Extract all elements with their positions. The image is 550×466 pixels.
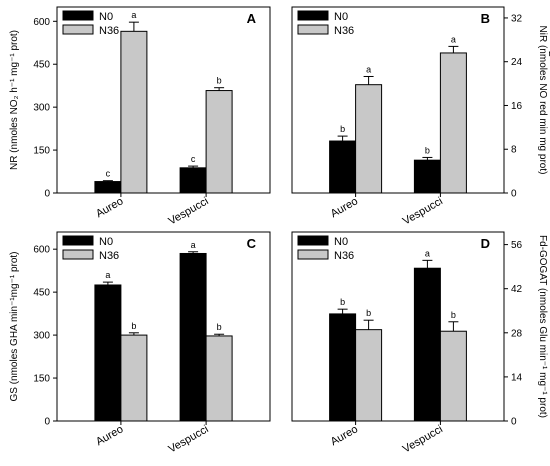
significance-letter: a [105, 270, 110, 280]
plot-frame [291, 6, 505, 194]
x-tick-label: Aureo [94, 423, 125, 448]
y-tick-label: 42 [511, 284, 523, 295]
y-axis-label: NR (nmoles NO₂ h⁻¹ mg⁻¹ prot) [9, 30, 20, 170]
y-axis-label: Fd-GOGAT (nmoles Glu min⁻¹ mg⁻¹ prot) [537, 235, 548, 418]
bar-n0-aureo [329, 313, 357, 422]
significance-letter: b [131, 321, 136, 331]
y-tick-label: 0 [511, 417, 517, 428]
y-tick-label: 600 [33, 17, 50, 28]
significance-letter: b [451, 310, 456, 320]
legend-swatch-n36 [62, 249, 94, 260]
y-tick-label: 150 [33, 374, 50, 385]
panel-b: 0 8 16 24 32 NiR (nmoles NO red min mg prot)2… [291, 6, 550, 228]
significance-letter: b [425, 145, 430, 155]
bar-n0-vespucci [413, 267, 441, 422]
y-tick-label: 24 [511, 57, 523, 68]
significance-letter: a [451, 34, 456, 44]
bar-n36-aureo [355, 84, 383, 194]
plot-frame [56, 6, 271, 194]
panel-a: 0 150 300 450 600 NR (nmoles NO₂ h⁻¹ mg⁻¹ pro… [9, 6, 271, 228]
bar-n36-vespucci [205, 90, 233, 194]
y-axis-label: GS (nmoles GHA min⁻¹mg⁻¹ prot) [9, 251, 20, 401]
bar-n0-aureo [94, 284, 122, 422]
legend-swatch-n0 [62, 235, 94, 246]
y-tick-label: 450 [33, 288, 50, 299]
y-tick-label: 600 [33, 245, 50, 256]
bar-n36-vespucci [439, 52, 467, 194]
y-tick-label: 28 [511, 328, 523, 339]
x-tick-label: Vespucci [166, 423, 210, 455]
y-tick-label: 0 [511, 189, 517, 200]
bar-n0-aureo [329, 140, 357, 194]
panel-letter: A [247, 11, 257, 26]
panel-c: 0 150 300 450 600 GS (nmoles GHA min⁻¹mg⁻¹ pr… [9, 231, 271, 456]
significance-letter: a [366, 64, 371, 74]
bar-n36-vespucci [439, 330, 467, 422]
x-tick-label: Aureo [329, 195, 360, 220]
significance-letter: c [191, 154, 196, 164]
significance-letter: b [217, 322, 222, 332]
legend-label: N0 [99, 236, 113, 248]
legend-label: N36 [99, 25, 119, 37]
panel-d: 0 14 28 42 56 Fd-GOGAT (nmoles Glu min⁻¹ mg⁻¹… [291, 231, 548, 456]
legend-swatch-n0 [62, 10, 94, 21]
x-tick-label: Aureo [94, 195, 125, 220]
bar-n0-vespucci [179, 252, 207, 422]
x-tick-label: Vespucci [166, 195, 210, 227]
bar-n0-vespucci [179, 167, 207, 194]
y-tick-label: 32 [511, 13, 523, 24]
bar-n0-vespucci [413, 159, 441, 194]
legend-label: N36 [99, 250, 119, 262]
legend-label: N0 [99, 11, 113, 23]
legend-label: N0 [334, 236, 348, 248]
panel-letter: D [481, 236, 490, 251]
y-tick-label: 450 [33, 60, 50, 71]
y-axis-label-subscript: 2 [546, 51, 550, 57]
panel-letter: C [247, 236, 257, 251]
y-tick-label: 14 [511, 372, 523, 383]
bar-n36-aureo [120, 334, 148, 422]
y-tick-label: 300 [33, 331, 50, 342]
significance-letter: c [106, 169, 111, 179]
y-tick-label: 300 [33, 103, 50, 114]
panel-letter: B [481, 11, 490, 26]
bar-n36-aureo [120, 30, 148, 194]
legend-label: N36 [334, 25, 354, 37]
x-tick-label: Vespucci [401, 423, 445, 455]
x-tick-label: Vespucci [401, 195, 445, 227]
significance-letter: b [340, 297, 345, 307]
legend-swatch-n36 [297, 249, 329, 260]
significance-letter: a [131, 10, 136, 20]
y-tick-label: 8 [511, 145, 517, 156]
legend-label: N36 [334, 250, 354, 262]
bar-n0-aureo [94, 181, 122, 194]
y-tick-label: 0 [44, 189, 50, 200]
y-axis-label: NiR (nmoles NO red min mg prot) [537, 26, 548, 175]
legend-swatch-n36 [62, 24, 94, 35]
y-tick-label: 16 [511, 101, 523, 112]
y-tick-label: 56 [511, 240, 523, 251]
legend-swatch-n36 [297, 24, 329, 35]
significance-letter: a [191, 240, 196, 250]
y-tick-label: 150 [33, 146, 50, 157]
bar-n36-aureo [355, 329, 383, 422]
legend-swatch-n0 [297, 235, 329, 246]
plot-frame [291, 231, 505, 422]
x-tick-label: Aureo [329, 423, 360, 448]
significance-letter: b [340, 124, 345, 134]
plot-frame [56, 231, 271, 422]
y-tick-label: 0 [44, 417, 50, 428]
bar-n36-vespucci [205, 335, 233, 422]
legend-label: N0 [334, 11, 348, 23]
significance-letter: a [425, 248, 430, 258]
significance-letter: b [366, 308, 371, 318]
legend-swatch-n0 [297, 10, 329, 21]
significance-letter: b [217, 76, 222, 86]
